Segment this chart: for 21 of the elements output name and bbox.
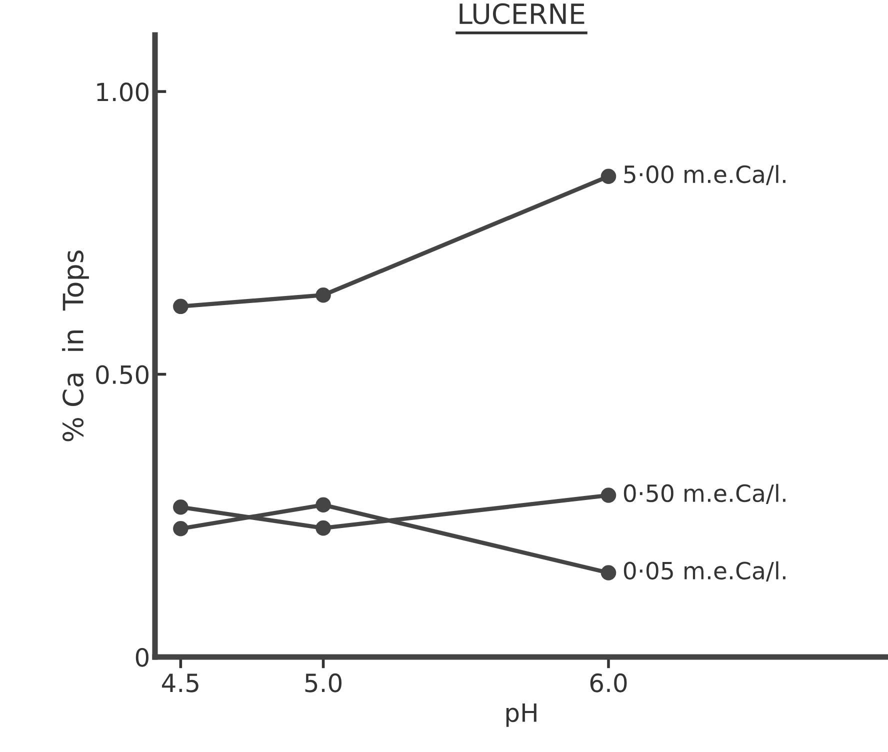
point: [316, 287, 331, 303]
series-label: 0·50 m.e.Ca/l.: [624, 484, 786, 504]
point: [600, 488, 616, 503]
point: [173, 500, 188, 515]
x-tick-label: 4.5: [162, 674, 198, 692]
point: [600, 168, 616, 184]
y-tick-label: 1.00: [97, 82, 148, 102]
chart-title: LUCERNE: [460, 3, 584, 24]
point: [316, 497, 331, 513]
point: [173, 298, 188, 314]
y-tick-label: 0.50: [96, 365, 148, 384]
x-tick-label: 5.0: [305, 673, 342, 692]
x-tick-label: 6.0: [590, 673, 627, 692]
point: [600, 565, 616, 580]
point: [316, 520, 331, 536]
point: [173, 521, 188, 536]
y-tick-label: 0: [136, 648, 148, 667]
series-label: 5·00 m.e.Ca/l.: [624, 164, 786, 186]
series-label: 0·05 m.e.Ca/l.: [624, 561, 786, 582]
y-axis-title: % Ca in Tops: [62, 250, 89, 442]
x-axis-title: pH: [506, 703, 536, 727]
